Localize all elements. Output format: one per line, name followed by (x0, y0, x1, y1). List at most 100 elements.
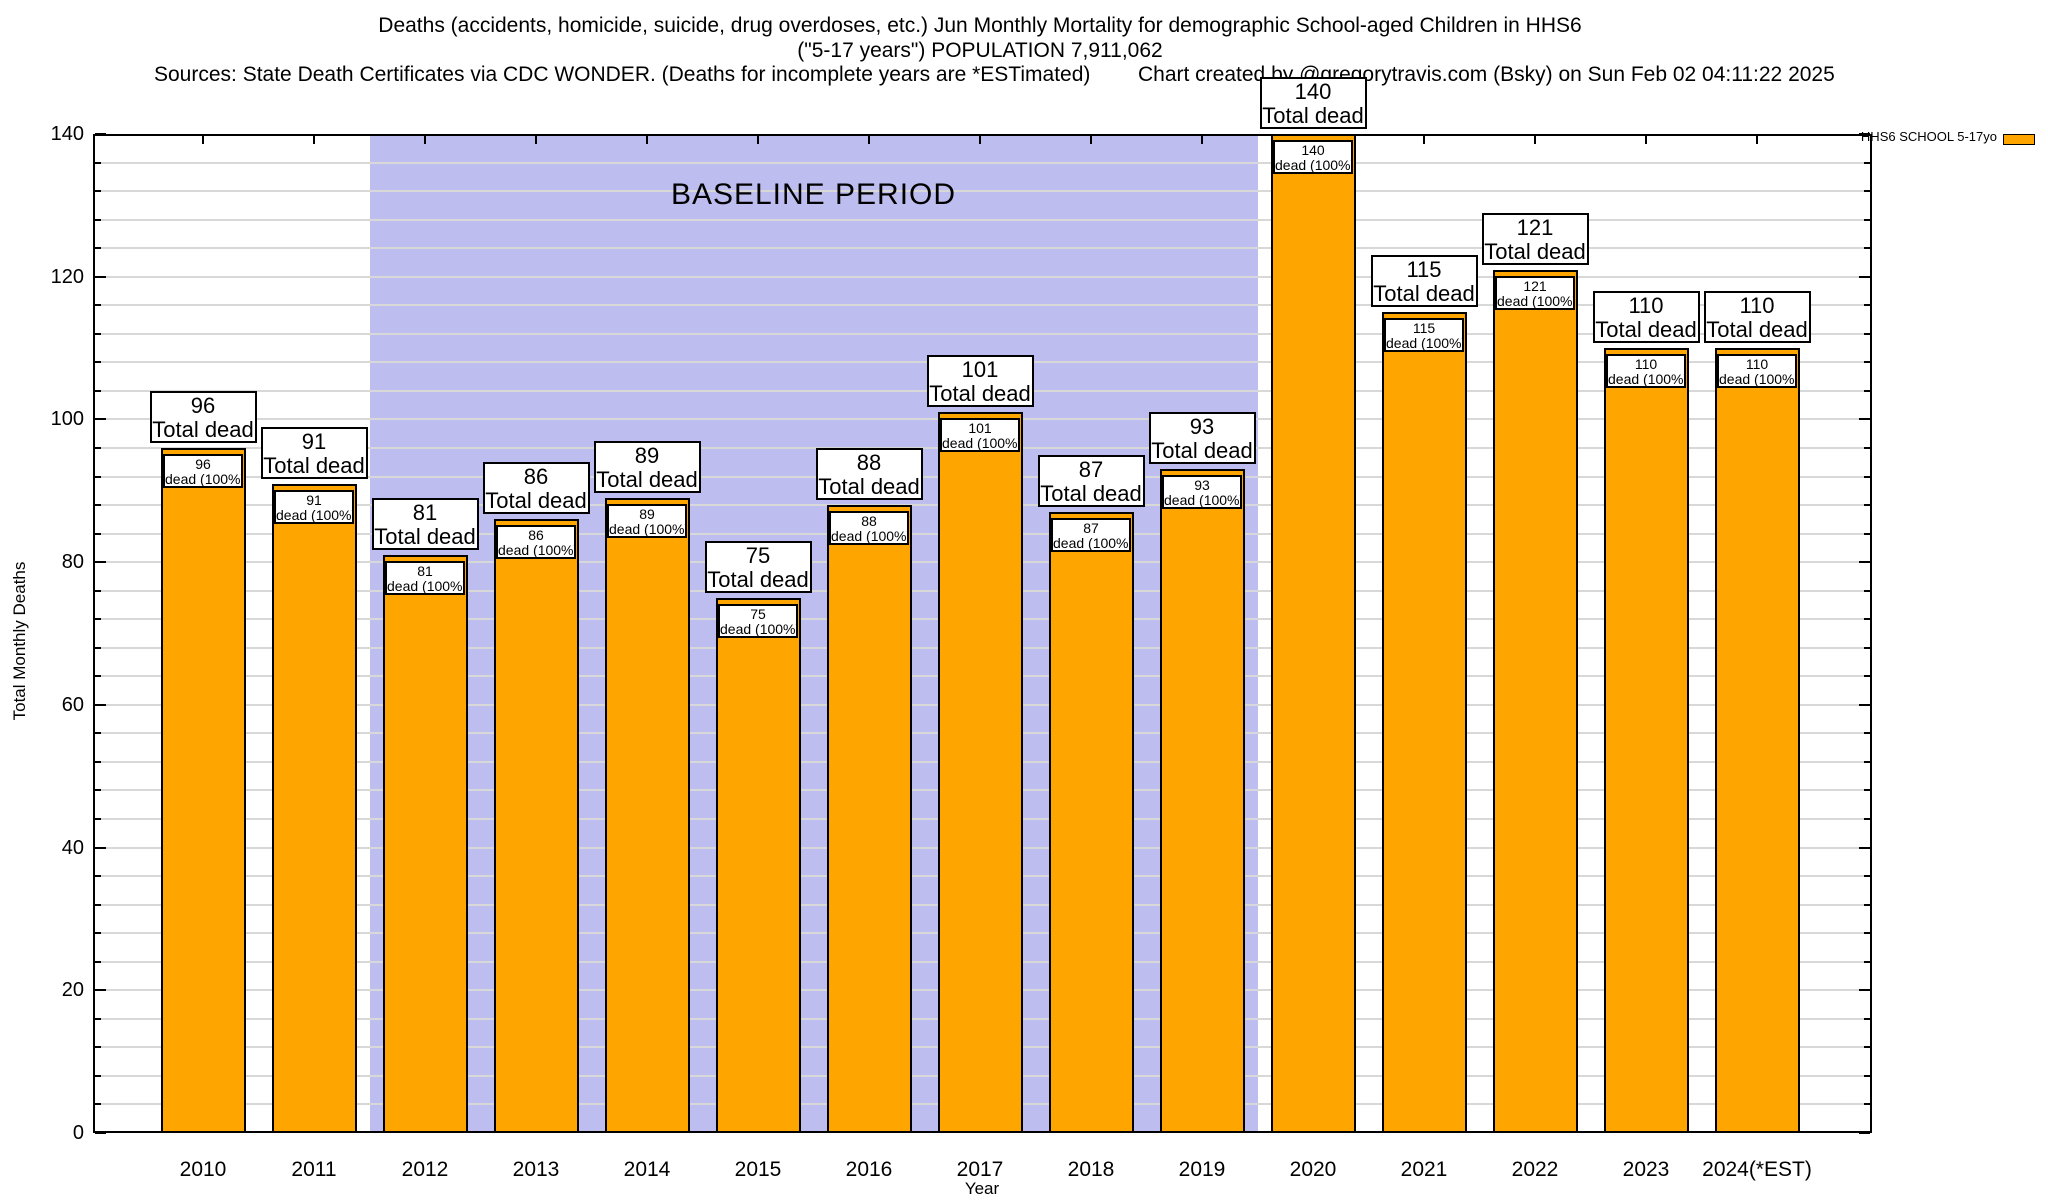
bar-inner-caption: dead (100%) (831, 528, 909, 544)
bar-top-value: 140 (1294, 79, 1332, 104)
bar (1381, 312, 1467, 1133)
bar-top-value: 101 (961, 357, 999, 382)
bar (715, 598, 801, 1133)
y-tick (95, 333, 101, 335)
y-tick (95, 162, 101, 164)
y-tick-label: 120 (50, 266, 84, 288)
y-tick (95, 276, 106, 278)
y-tick (1864, 818, 1870, 820)
x-tick-label: 2024(*EST) (1702, 1158, 1812, 1181)
bar (1603, 348, 1689, 1133)
x-tick-label: 2016 (845, 1158, 893, 1181)
y-tick (1864, 875, 1870, 877)
bar-inner-label: 93 dead (100%) (1162, 475, 1242, 509)
y-tick (95, 932, 101, 934)
y-tick (1864, 647, 1870, 649)
gridline (93, 247, 1872, 249)
y-tick (95, 761, 101, 763)
y-tick (1859, 561, 1870, 563)
bar-top-value: 86 (523, 464, 549, 489)
legend-swatch (2003, 134, 2035, 145)
y-tick (1859, 847, 1870, 849)
y-tick-label: 40 (61, 837, 84, 859)
bar-top-value: 110 (1739, 293, 1775, 318)
gridline (93, 304, 1872, 306)
bar-inner-caption: dead (100%) (276, 507, 354, 523)
bar-inner-value: 140 (1301, 142, 1325, 158)
bar-inner-value: 115 (1412, 320, 1436, 336)
y-tick (95, 561, 106, 563)
bar-top-label: 96 Total dead (149, 391, 257, 443)
x-tick (1090, 136, 1092, 144)
y-tick (95, 1103, 101, 1105)
y-tick (1864, 732, 1870, 734)
bar-inner-label: 89 dead (100%) (607, 504, 687, 538)
y-tick (95, 590, 101, 592)
y-tick (95, 190, 101, 192)
y-tick (95, 133, 106, 135)
x-tick-label: 2020 (1289, 1158, 1337, 1181)
bar (1270, 134, 1356, 1133)
bar-inner-caption: dead (100%) (387, 578, 465, 594)
bar-top-label: 140 Total dead (1259, 77, 1367, 129)
y-tick (1864, 361, 1870, 363)
x-tick-label: 2012 (401, 1158, 449, 1181)
bar-inner-label: 88 dead (100%) (829, 511, 909, 545)
x-tick (313, 136, 315, 144)
bar-inner-caption: dead (100%) (1497, 293, 1575, 309)
x-tick (202, 136, 204, 144)
bar (826, 505, 912, 1133)
bar-top-caption: Total dead (1262, 103, 1364, 128)
gridline (93, 219, 1872, 221)
bar-inner-label: 91 dead (100%) (274, 490, 354, 524)
y-tick (95, 818, 101, 820)
bar-inner-caption: dead (100%) (165, 471, 243, 487)
bar-top-caption: Total dead (1484, 239, 1586, 264)
bar (604, 498, 690, 1133)
y-tick (95, 732, 101, 734)
bar-inner-value: 121 (1523, 278, 1547, 294)
x-tick-label: 2013 (512, 1158, 560, 1181)
bar-top-caption: Total dead (374, 524, 476, 549)
bar (382, 555, 468, 1133)
y-tick (1859, 276, 1870, 278)
y-tick (1864, 761, 1870, 763)
bar-top-value: 88 (856, 450, 882, 475)
gridline (93, 162, 1872, 164)
y-tick (95, 1075, 101, 1077)
bar-inner-label: 140 dead (100%) (1273, 140, 1353, 174)
x-tick-label: 2019 (1178, 1158, 1226, 1181)
x-tick (868, 136, 870, 144)
gridline (93, 190, 1872, 192)
bar-inner-label: 101 dead (100%) (940, 418, 1020, 452)
bar-inner-value: 89 (639, 506, 655, 522)
bar-top-caption: Total dead (1706, 317, 1808, 342)
bar-top-label: 121 Total dead (1481, 213, 1589, 265)
bar-inner-value: 81 (417, 563, 433, 579)
bar-inner-caption: dead (100%) (1275, 157, 1353, 173)
bar-inner-value: 110 (1745, 356, 1769, 372)
y-tick (1864, 1018, 1870, 1020)
bar (1048, 512, 1134, 1133)
bar-inner-caption: dead (100%) (1164, 492, 1242, 508)
bar-inner-caption: dead (100%) (498, 542, 576, 558)
bar-top-label: 87 Total dead (1037, 455, 1145, 507)
y-tick (95, 847, 106, 849)
x-tick-label: 2021 (1400, 1158, 1448, 1181)
legend-label: HHS6 SCHOOL 5-17yo (1860, 129, 1997, 144)
bar-inner-value: 101 (968, 420, 992, 436)
bar-top-label: 110 Total dead (1592, 291, 1700, 343)
y-tick (1864, 219, 1870, 221)
y-tick (1864, 590, 1870, 592)
bar (160, 448, 246, 1133)
bar-top-value: 96 (190, 393, 216, 418)
bar-top-value: 93 (1189, 414, 1215, 439)
bar-inner-caption: dead (100%) (942, 435, 1020, 451)
bar-top-value: 89 (634, 443, 660, 468)
x-tick-label: 2017 (956, 1158, 1004, 1181)
bar-inner-value: 88 (861, 513, 877, 529)
y-tick (95, 675, 101, 677)
y-tick (1864, 533, 1870, 535)
x-tick-label: 2018 (1067, 1158, 1115, 1181)
y-tick (95, 504, 101, 506)
